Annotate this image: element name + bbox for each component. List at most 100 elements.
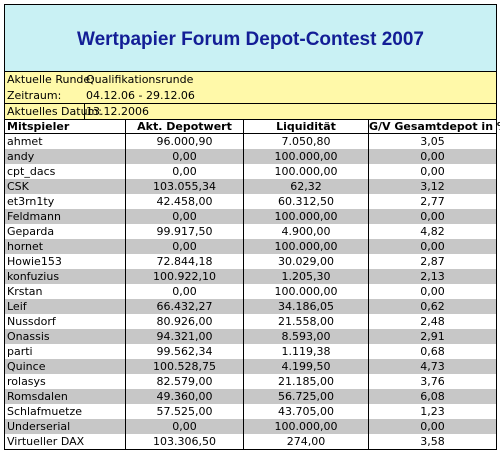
- player-name-cell: Nussdorf: [7, 315, 56, 328]
- player-name-cell: Schlafmuetze: [7, 405, 82, 418]
- depot-value-cell: 0,00: [172, 240, 197, 253]
- player-name-cell: andy: [7, 150, 35, 163]
- liquidity-cell: 274,00: [286, 435, 326, 448]
- depot-value-cell: 103.055,34: [153, 180, 216, 193]
- gain-loss-cell: 2,77: [420, 195, 445, 208]
- player-name-cell: Romsdalen: [7, 390, 68, 403]
- player-name-cell: Krstan: [7, 285, 43, 298]
- table-row: rolasys 82.579,00 21.185,00 3,76: [5, 374, 496, 389]
- liquidity-cell: 100.000,00: [274, 210, 338, 223]
- depot-value-cell: 103.306,50: [153, 435, 216, 448]
- table-row: parti 99.562,34 1.119,38 0,68: [5, 344, 496, 359]
- player-name-cell: hornet: [7, 240, 44, 253]
- depot-value-cell: 0,00: [172, 150, 197, 163]
- depot-value-cell: 57.525,00: [156, 405, 213, 418]
- info-value: 13.12.2006: [86, 105, 149, 118]
- page-title: Wertpapier Forum Depot-Contest 2007: [77, 29, 424, 50]
- column-divider: [368, 119, 369, 449]
- gain-loss-cell: 0,00: [420, 150, 445, 163]
- table-row: konfuzius 100.922,10 1.205,30 2,13: [5, 269, 496, 284]
- player-name-cell: Quince: [7, 360, 46, 373]
- title-banner: Wertpapier Forum Depot-Contest 2007: [5, 5, 496, 72]
- depot-value-cell: 66.432,27: [156, 300, 213, 313]
- gain-loss-cell: 0,68: [420, 345, 445, 358]
- info-label: Aktuelle Runde:: [7, 73, 94, 86]
- gain-loss-cell: 1,23: [420, 405, 445, 418]
- player-name-cell: parti: [7, 345, 33, 358]
- depot-contest-panel: Wertpapier Forum Depot-Contest 2007 Aktu…: [4, 4, 500, 450]
- divider: [5, 103, 496, 104]
- table-row: Geparda 99.917,50 4.900,00 4,82: [5, 224, 496, 239]
- gain-loss-cell: 0,00: [420, 240, 445, 253]
- player-name-cell: Virtueller DAX: [7, 435, 85, 448]
- gain-loss-cell: 6,08: [420, 390, 445, 403]
- table-row: hornet 0,00 100.000,00 0,00: [5, 239, 496, 254]
- liquidity-cell: 100.000,00: [274, 150, 338, 163]
- gain-loss-cell: 0,00: [420, 210, 445, 223]
- depot-value-cell: 94.321,00: [156, 330, 213, 343]
- table-row: et3rn1ty 42.458,00 60.312,50 2,77: [5, 194, 496, 209]
- gain-loss-cell: 4,73: [420, 360, 445, 373]
- gain-loss-cell: 2,13: [420, 270, 445, 283]
- player-name-cell: cpt_dacs: [7, 165, 56, 178]
- table-row: Schlafmuetze 57.525,00 43.705,00 1,23: [5, 404, 496, 419]
- liquidity-cell: 21.558,00: [278, 315, 334, 328]
- liquidity-cell: 4.199,50: [281, 360, 331, 373]
- column-header: Mitspieler: [7, 120, 70, 133]
- player-name-cell: konfuzius: [7, 270, 60, 283]
- liquidity-cell: 100.000,00: [274, 165, 338, 178]
- gain-loss-cell: 3,12: [420, 180, 445, 193]
- table-row: Virtueller DAX 103.306,50 274,00 3,58: [5, 434, 496, 449]
- table-row: Krstan 0,00 100.000,00 0,00: [5, 284, 496, 299]
- player-name-cell: et3rn1ty: [7, 195, 55, 208]
- player-name-cell: Onassis: [7, 330, 50, 343]
- liquidity-cell: 60.312,50: [278, 195, 334, 208]
- depot-value-cell: 42.458,00: [156, 195, 213, 208]
- liquidity-cell: 62,32: [290, 180, 322, 193]
- depot-value-cell: 0,00: [172, 165, 197, 178]
- column-divider: [125, 119, 126, 449]
- info-row-round: Aktuelle Runde: Qualifikationsrunde: [5, 72, 496, 88]
- liquidity-cell: 56.725,00: [278, 390, 334, 403]
- gain-loss-cell: 2,87: [420, 255, 445, 268]
- depot-value-cell: 99.562,34: [156, 345, 213, 358]
- table-row: Feldmann 0,00 100.000,00 0,00: [5, 209, 496, 224]
- liquidity-cell: 100.000,00: [274, 240, 338, 253]
- table-row: Underserial 0,00 100.000,00 0,00: [5, 419, 496, 434]
- depot-value-cell: 99.917,50: [156, 225, 213, 238]
- column-header: Liquidität: [276, 120, 336, 133]
- player-name-cell: Underserial: [7, 420, 71, 433]
- divider: [5, 133, 496, 134]
- gain-loss-cell: 0,62: [420, 300, 445, 313]
- depot-value-cell: 100.528,75: [153, 360, 216, 373]
- table-header-row: Mitspieler Akt. Depotwert Liquidität G/V Ge…: [5, 119, 500, 134]
- liquidity-cell: 4.900,00: [281, 225, 331, 238]
- depot-value-cell: 72.844,18: [156, 255, 213, 268]
- depot-value-cell: 0,00: [172, 210, 197, 223]
- table-row: cpt_dacs 0,00 100.000,00 0,00: [5, 164, 496, 179]
- info-value: Qualifikationsrunde: [86, 73, 194, 86]
- info-row-period: Zeitraum: 04.12.06 - 29.12.06: [5, 88, 496, 104]
- table-row: CSK 103.055,34 62,32 3,12: [5, 179, 496, 194]
- liquidity-cell: 21.185,00: [278, 375, 334, 388]
- table-row: andy 0,00 100.000,00 0,00: [5, 149, 496, 164]
- info-row-date: Aktuelles Datum: 13.12.2006: [5, 104, 496, 120]
- table-row: Romsdalen 49.360,00 56.725,00 6,08: [5, 389, 496, 404]
- player-name-cell: ahmet: [7, 135, 43, 148]
- round-info-box: Aktuelle Runde: Qualifikationsrunde Zeit…: [5, 72, 496, 120]
- table-row: Leif 66.432,27 34.186,05 0,62: [5, 299, 496, 314]
- liquidity-cell: 34.186,05: [278, 300, 334, 313]
- player-name-cell: Feldmann: [7, 210, 61, 223]
- gain-loss-cell: 0,00: [420, 285, 445, 298]
- table-row: ahmet 96.000,90 7.050,80 3,05: [5, 134, 496, 149]
- info-label: Aktuelles Datum:: [7, 105, 102, 118]
- liquidity-cell: 30.029,00: [278, 255, 334, 268]
- gain-loss-cell: 0,00: [420, 420, 445, 433]
- player-name-cell: Geparda: [7, 225, 55, 238]
- gain-loss-cell: 3,76: [420, 375, 445, 388]
- depot-value-cell: 0,00: [172, 420, 197, 433]
- gain-loss-cell: 3,58: [420, 435, 445, 448]
- table-row: Onassis 94.321,00 8.593,00 2,91: [5, 329, 496, 344]
- divider: [5, 119, 496, 120]
- liquidity-cell: 7.050,80: [281, 135, 331, 148]
